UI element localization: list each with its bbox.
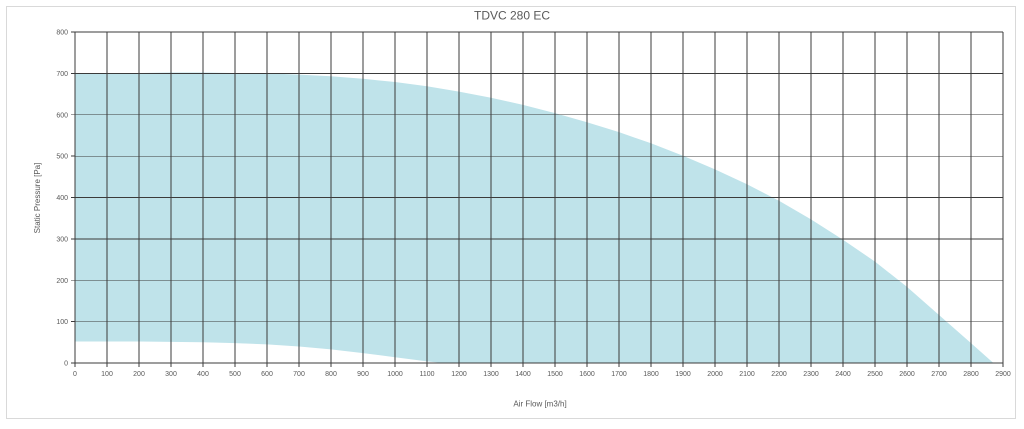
y-tick-label: 500	[56, 154, 68, 161]
y-tick-label: 700	[56, 71, 68, 78]
chart-title: TDVC 280 EC	[474, 9, 550, 23]
x-tick-label: 1600	[579, 371, 595, 378]
y-axis-label: Static Pressure [Pa]	[33, 163, 42, 234]
y-tick-label: 100	[56, 319, 68, 326]
x-tick-label: 900	[357, 371, 369, 378]
x-tick-label: 400	[197, 371, 209, 378]
x-tick-label: 600	[261, 371, 273, 378]
x-tick-label: 1200	[451, 371, 467, 378]
y-tick-label: 600	[56, 112, 68, 119]
x-tick-label: 500	[229, 371, 241, 378]
x-tick-label: 100	[101, 371, 113, 378]
x-tick-label: 2900	[995, 371, 1011, 378]
y-tick-label: 0	[64, 361, 68, 368]
x-tick-label: 1300	[483, 371, 499, 378]
x-tick-label: 0	[73, 371, 77, 378]
y-tick-label: 300	[56, 236, 68, 243]
x-tick-label: 800	[325, 371, 337, 378]
x-tick-label: 2200	[771, 371, 787, 378]
x-tick-label: 2000	[707, 371, 723, 378]
y-tick-label: 800	[56, 30, 68, 37]
grid-layer	[71, 31, 1004, 367]
x-tick-label: 1500	[547, 371, 563, 378]
x-tick-label: 200	[133, 371, 145, 378]
x-tick-label: 2800	[963, 371, 979, 378]
x-axis-label: Air Flow [m3/h]	[513, 400, 566, 409]
y-tick-label: 200	[56, 278, 68, 285]
x-tick-label: 1400	[515, 371, 531, 378]
x-tick-label: 700	[293, 371, 305, 378]
x-tick-label: 300	[165, 371, 177, 378]
operating-area	[75, 72, 994, 364]
y-tick-label: 400	[56, 195, 68, 202]
x-tick-label: 2400	[835, 371, 851, 378]
x-tick-label: 2300	[803, 371, 819, 378]
x-tick-label: 1100	[419, 371, 434, 378]
x-tick-label: 1700	[611, 371, 627, 378]
x-tick-label: 2100	[739, 371, 755, 378]
x-tick-label: 2700	[931, 371, 947, 378]
x-tick-label: 2600	[899, 371, 915, 378]
x-tick-label: 2500	[867, 371, 883, 378]
x-tick-label: 1800	[643, 371, 659, 378]
tick-label-layer: 0 100 200 300 400 500 600 700 800 900 1000 1100 1200…	[56, 30, 1011, 379]
x-tick-label: 1000	[387, 371, 403, 378]
x-tick-label: 1900	[675, 371, 691, 378]
operating-area-layer	[75, 72, 994, 364]
